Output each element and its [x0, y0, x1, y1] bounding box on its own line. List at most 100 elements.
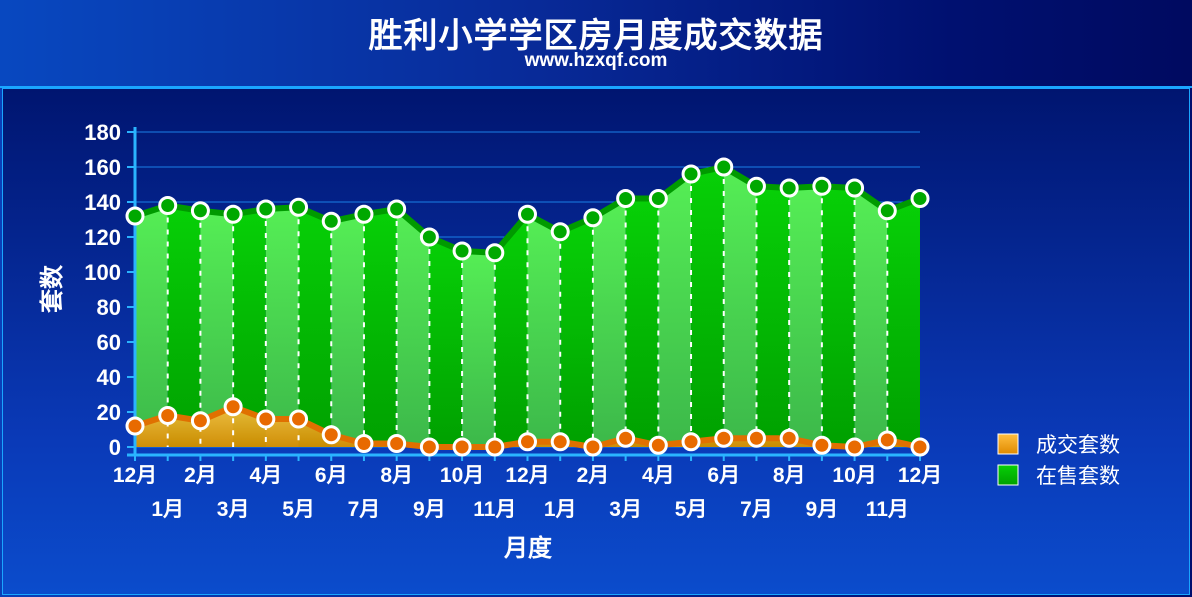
- x-tick-label: 7月: [740, 498, 773, 521]
- point-成交: [845, 437, 865, 457]
- point-在售: [910, 189, 930, 208]
- point-成交: [125, 416, 145, 436]
- y-tick-label: 100: [84, 260, 121, 285]
- x-tick-label: 10月: [440, 464, 484, 487]
- chart-header: 胜利小学学区房月度成交数据 www.hzxqf.com: [0, 0, 1192, 88]
- point-成交: [583, 437, 603, 457]
- point-在售: [518, 204, 537, 224]
- point-成交: [550, 432, 570, 452]
- x-tick-label: 9月: [413, 498, 446, 521]
- x-tick-label: 1月: [151, 498, 184, 521]
- point-在售: [714, 157, 734, 177]
- x-tick-label: 7月: [348, 498, 381, 521]
- y-tick-label: 60: [97, 330, 121, 355]
- legend-swatch: [997, 464, 1019, 486]
- point-在售: [681, 164, 701, 184]
- x-tick-label: 3月: [609, 498, 642, 521]
- area-band-在售: [527, 214, 561, 447]
- point-在售: [125, 206, 145, 226]
- x-tick-label: 10月: [832, 464, 876, 487]
- point-成交: [354, 434, 374, 453]
- area-band-在售: [625, 198, 659, 447]
- point-成交: [256, 409, 276, 429]
- y-tick-label: 140: [84, 190, 121, 215]
- area-band-在售: [821, 186, 855, 447]
- y-tick-label: 180: [84, 120, 121, 145]
- area-band-在售: [658, 174, 692, 447]
- area-band-在售: [363, 209, 397, 447]
- chart-subtitle: www.hzxqf.com: [524, 50, 668, 71]
- point-成交: [812, 435, 832, 455]
- point-成交: [648, 435, 668, 455]
- point-在售: [289, 197, 309, 217]
- point-在售: [845, 178, 865, 198]
- point-在售: [648, 189, 668, 208]
- point-在售: [877, 201, 897, 221]
- area-band-在售: [854, 188, 888, 447]
- point-在售: [223, 204, 243, 224]
- area-band-在售: [233, 209, 266, 447]
- y-axis-title: 套数: [38, 264, 66, 313]
- point-成交: [714, 428, 734, 448]
- y-tick-label: 20: [97, 400, 121, 425]
- area-band-在售: [396, 209, 430, 447]
- point-在售: [452, 241, 472, 261]
- area-band-在售: [200, 210, 234, 447]
- x-tick-label: 11月: [473, 498, 516, 521]
- x-tick-label: 2月: [577, 464, 610, 487]
- y-tick-label: 40: [97, 365, 121, 390]
- point-成交: [452, 437, 472, 457]
- point-成交: [419, 437, 439, 457]
- y-tick-label: 120: [84, 225, 121, 250]
- area-band-在售: [756, 186, 790, 447]
- area-band-在售: [265, 207, 299, 447]
- point-成交: [877, 430, 897, 450]
- x-axis-title: 月度: [503, 534, 553, 562]
- area-band-在售: [298, 207, 332, 447]
- area-band-在售: [887, 198, 920, 447]
- point-成交: [779, 428, 799, 448]
- point-在售: [485, 243, 505, 263]
- area-band-在售: [789, 186, 822, 447]
- y-tick-label: 160: [84, 155, 121, 180]
- x-tick-label: 4月: [642, 464, 675, 487]
- point-在售: [190, 201, 210, 221]
- point-在售: [779, 178, 799, 198]
- area-band-在售: [723, 167, 757, 447]
- point-在售: [419, 227, 439, 247]
- x-tick-label: 5月: [675, 498, 708, 521]
- x-tick-label: 8月: [380, 464, 413, 487]
- point-在售: [746, 176, 766, 196]
- point-在售: [387, 199, 407, 219]
- point-在售: [321, 211, 341, 231]
- area-band-在售: [135, 205, 168, 447]
- point-成交: [910, 437, 930, 457]
- y-tick-label: 0: [109, 435, 121, 460]
- chart-title: 胜利小学学区房月度成交数据: [368, 16, 824, 56]
- area-band-在售: [560, 217, 593, 447]
- y-tick-label: 80: [97, 295, 121, 320]
- point-成交: [289, 409, 309, 429]
- area-band-在售: [691, 167, 724, 447]
- point-成交: [190, 411, 210, 431]
- x-tick-label: 1月: [544, 498, 577, 521]
- point-在售: [616, 189, 636, 208]
- x-tick-label: 5月: [282, 498, 315, 521]
- x-tick-label: 8月: [773, 464, 806, 487]
- x-tick-label: 3月: [217, 498, 250, 521]
- x-tick-label: 6月: [707, 464, 740, 487]
- point-在售: [256, 199, 276, 219]
- point-在售: [158, 196, 178, 215]
- point-在售: [583, 208, 603, 228]
- area-band-在售: [167, 205, 201, 447]
- x-tick-label: 12月: [505, 464, 549, 487]
- x-tick-label: 12月: [898, 464, 942, 487]
- point-成交: [681, 432, 701, 452]
- area-band-在售: [494, 214, 528, 447]
- point-成交: [485, 437, 505, 457]
- area-band-在售: [592, 198, 626, 447]
- point-在售: [550, 222, 570, 242]
- point-在售: [812, 176, 832, 196]
- legend-label: 在售套数: [1036, 464, 1120, 488]
